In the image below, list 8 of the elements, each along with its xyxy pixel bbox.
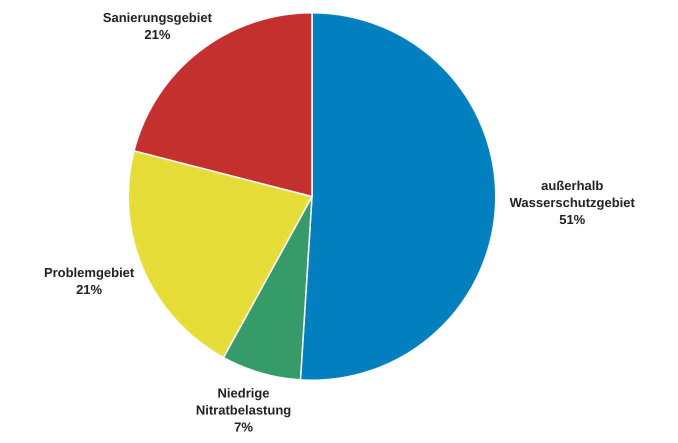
- slice-label: Sanierungsgebiet: [102, 10, 213, 25]
- data-label: 21%: [76, 282, 103, 297]
- data-label: 7%: [234, 419, 254, 434]
- data-label: 51%: [559, 212, 586, 228]
- slice-label: Problemgebiet: [44, 264, 135, 280]
- slice-label: Niedrige Nitratbelastung: [196, 385, 292, 418]
- data-label: 21%: [144, 26, 171, 42]
- slice-label: außerhalb Wasserschutzgebiet: [510, 178, 636, 210]
